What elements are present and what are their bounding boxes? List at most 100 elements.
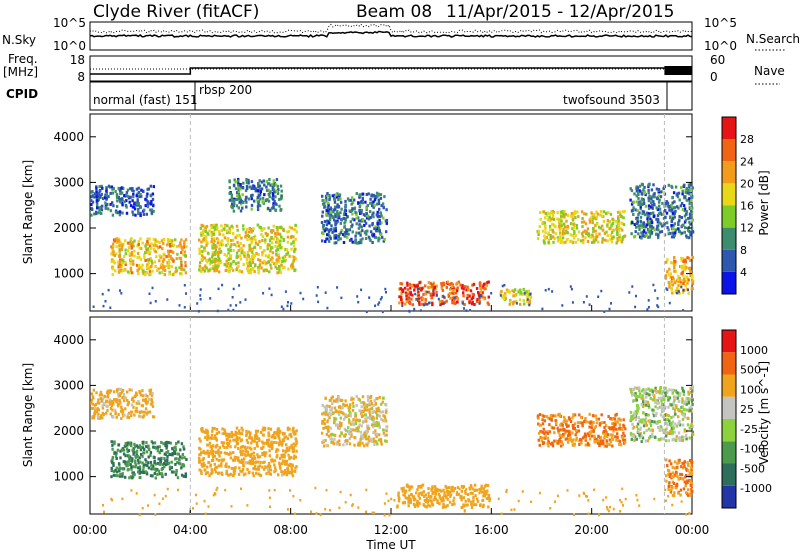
velocity-data-cell <box>199 453 201 456</box>
power-data-cell <box>665 202 667 205</box>
power-data-cell <box>90 203 92 206</box>
velocity-data-cell <box>342 412 344 415</box>
power-data-cell <box>136 194 138 197</box>
power-data-cell <box>456 301 458 304</box>
power-data-cell <box>185 238 187 241</box>
power-data-cell <box>374 204 376 207</box>
velocity-data-cell <box>135 407 137 410</box>
velocity-data-cell <box>379 415 381 418</box>
power-data-cell <box>276 258 278 261</box>
velocity-data-cell <box>205 429 207 432</box>
velocity-data-cell <box>371 407 373 410</box>
power-data-cell <box>236 241 238 244</box>
power-data-cell <box>151 270 153 273</box>
power-data-cell <box>640 216 642 219</box>
power-data-cell <box>656 206 658 209</box>
power-data-cell <box>401 305 403 308</box>
power-data-cell <box>184 264 186 267</box>
velocity-data-cell <box>672 404 674 407</box>
power-data-cell <box>590 211 592 214</box>
velocity-data-cell <box>572 427 574 430</box>
power-data-cell <box>658 205 660 208</box>
power-data-cell <box>269 264 271 267</box>
power-data-cell <box>144 251 146 254</box>
power-data-cell <box>150 302 152 305</box>
power-data-cell <box>244 236 246 239</box>
power-data-cell <box>590 236 592 239</box>
velocity-data-cell <box>241 438 243 441</box>
power-data-cell <box>550 237 552 240</box>
velocity-data-cell <box>572 413 574 416</box>
velocity-data-cell <box>142 399 144 402</box>
velocity-data-cell <box>268 438 270 441</box>
velocity-data-cell <box>153 416 155 419</box>
power-data-cell <box>386 219 388 222</box>
power-data-cell <box>206 225 208 228</box>
power-data-cell <box>287 268 289 271</box>
power-data-cell <box>682 208 684 211</box>
velocity-data-cell <box>135 392 137 395</box>
power-data-cell <box>322 211 324 214</box>
velocity-data-cell <box>585 444 587 447</box>
power-data-cell <box>253 200 255 203</box>
velocity-data-cell <box>616 436 618 439</box>
freq-switching-block <box>664 66 692 75</box>
power-data-cell <box>548 288 550 291</box>
velocity-data-cell <box>442 506 444 509</box>
power-data-cell <box>637 232 639 235</box>
velocity-data-cell <box>554 419 556 422</box>
velocity-data-cell <box>244 446 246 449</box>
velocity-data-cell <box>255 472 257 475</box>
velocity-data-cell <box>208 455 210 458</box>
velocity-data-cell <box>234 439 236 442</box>
power-data-cell <box>148 262 150 265</box>
power-data-cell <box>352 230 354 233</box>
power-data-cell <box>552 236 554 239</box>
freq-tick-top: 18 <box>70 53 85 67</box>
power-data-cell <box>232 296 234 299</box>
power-data-cell <box>259 179 261 182</box>
velocity-data-cell <box>339 421 341 424</box>
velocity-data-cell <box>580 442 582 445</box>
power-data-cell <box>345 232 347 235</box>
power-data-cell <box>470 289 472 292</box>
power-data-cell <box>576 211 578 214</box>
power-data-cell <box>601 241 603 244</box>
velocity-data-cell <box>94 404 96 407</box>
velocity-data-cell <box>111 461 113 464</box>
velocity-data-cell <box>408 495 410 498</box>
power-data-cell <box>132 241 134 244</box>
velocity-data-cell <box>261 453 263 456</box>
power-data-cell <box>570 233 572 236</box>
power-data-cell <box>543 210 545 213</box>
velocity-data-cell <box>209 437 211 440</box>
power-data-cell <box>563 223 565 226</box>
velocity-data-cell <box>133 414 135 417</box>
velocity-data-cell <box>277 473 279 476</box>
velocity-data-cell <box>131 476 133 479</box>
power-data-cell <box>239 242 241 245</box>
velocity-data-cell <box>620 443 622 446</box>
power-data-cell <box>326 307 328 310</box>
power-data-cell <box>174 238 176 241</box>
power-data-cell <box>551 223 553 226</box>
power-data-cell <box>273 179 275 182</box>
power-data-cell <box>294 248 296 251</box>
velocity-data-cell <box>241 429 243 432</box>
power-data-cell <box>294 268 296 271</box>
velocity-data-cell <box>292 474 294 477</box>
power-data-cell <box>205 236 207 239</box>
power-data-cell <box>340 222 342 225</box>
velocity-data-cell <box>323 418 325 421</box>
velocity-data-cell <box>363 410 365 413</box>
velocity-data-cell <box>217 450 219 453</box>
velocity-data-cell <box>574 443 576 446</box>
power-data-cell <box>239 197 241 200</box>
power-data-cell <box>119 289 121 292</box>
velocity-data-cell <box>212 459 214 462</box>
velocity-data-cell <box>119 399 121 402</box>
power-data-cell <box>379 229 381 232</box>
velocity-data-cell <box>295 450 297 453</box>
power-data-cell <box>261 181 263 184</box>
power-data-cell <box>613 236 615 239</box>
